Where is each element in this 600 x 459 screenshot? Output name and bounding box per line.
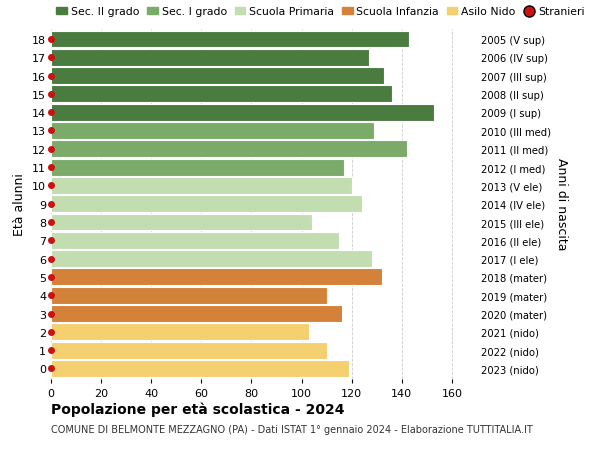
Bar — [51, 251, 372, 268]
Bar — [51, 342, 326, 359]
Bar — [51, 196, 362, 213]
Bar — [51, 50, 369, 67]
Bar — [51, 86, 392, 103]
Text: COMUNE DI BELMONTE MEZZAGNO (PA) - Dati ISTAT 1° gennaio 2024 - Elaborazione TUT: COMUNE DI BELMONTE MEZZAGNO (PA) - Dati … — [51, 425, 533, 435]
Bar — [51, 32, 409, 48]
Y-axis label: Anni di nascita: Anni di nascita — [555, 158, 568, 251]
Bar — [51, 178, 352, 195]
Bar — [51, 123, 374, 140]
Bar — [51, 269, 382, 285]
Bar — [51, 305, 341, 322]
Bar — [51, 105, 434, 121]
Bar — [51, 232, 339, 249]
Bar — [51, 159, 344, 176]
Text: Popolazione per età scolastica - 2024: Popolazione per età scolastica - 2024 — [51, 402, 344, 416]
Bar — [51, 287, 326, 304]
Bar — [51, 214, 311, 231]
Legend: Sec. II grado, Sec. I grado, Scuola Primaria, Scuola Infanzia, Asilo Nido, Stran: Sec. II grado, Sec. I grado, Scuola Prim… — [56, 7, 584, 17]
Bar — [51, 360, 349, 377]
Bar — [51, 324, 309, 341]
Bar — [51, 141, 407, 158]
Y-axis label: Età alunni: Età alunni — [13, 173, 26, 235]
Bar — [51, 68, 384, 85]
